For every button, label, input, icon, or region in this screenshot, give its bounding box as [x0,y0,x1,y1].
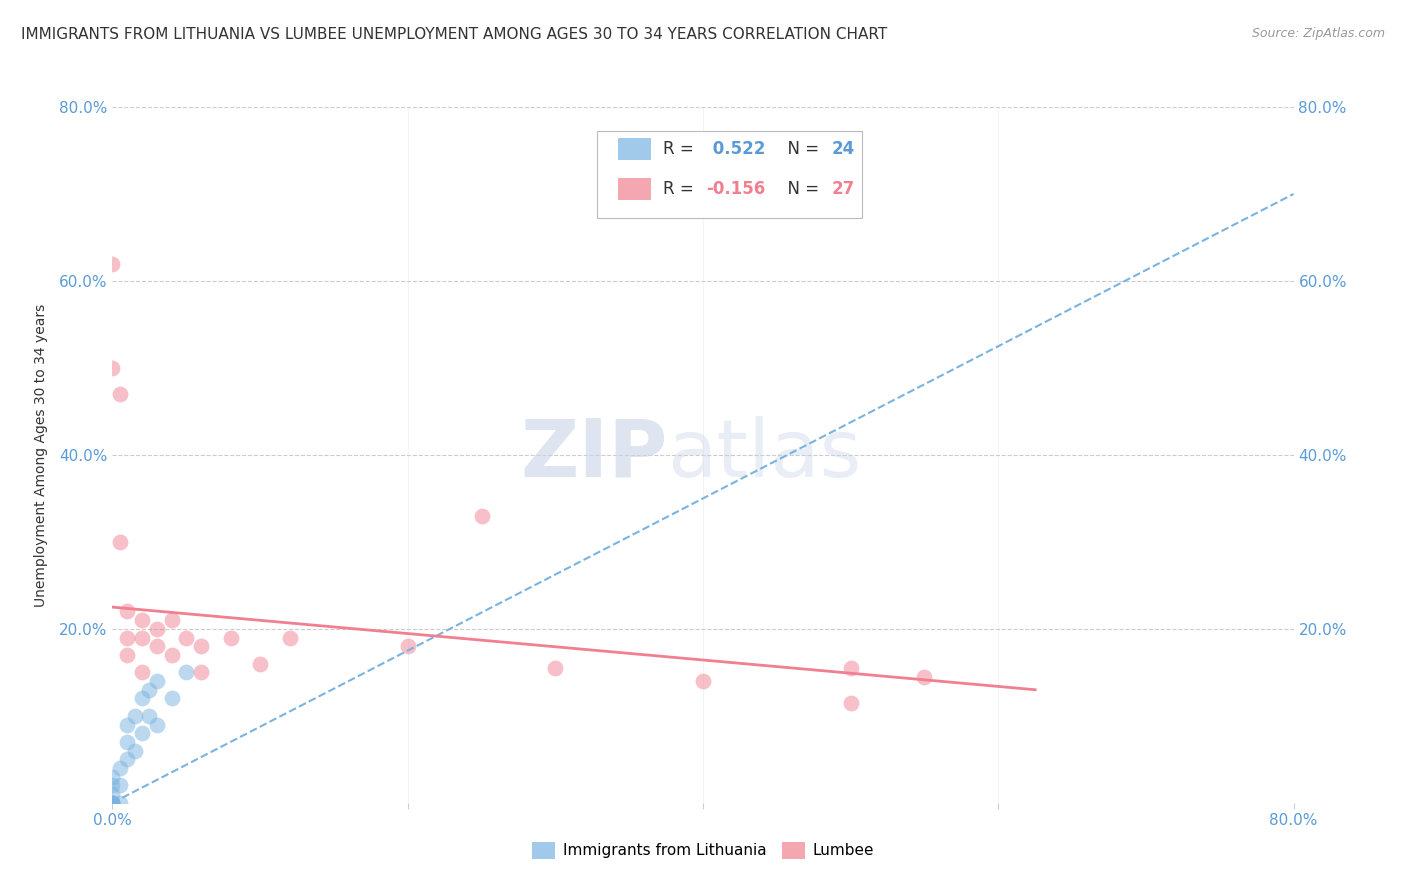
Point [160,648,183,662]
Point [839,661,862,675]
Point [219,631,242,645]
Point [914,670,936,684]
Point [101,787,124,801]
FancyBboxPatch shape [619,138,651,161]
FancyBboxPatch shape [596,131,862,219]
Point [124,708,146,723]
Point [101,796,124,810]
Point [146,639,169,653]
Point [146,622,169,636]
Point [117,648,138,662]
Point [544,661,567,675]
Point [249,657,271,671]
Point [396,639,419,653]
Point [131,613,153,627]
Text: Source: ZipAtlas.com: Source: ZipAtlas.com [1251,27,1385,40]
Point [146,717,169,731]
Point [101,796,124,810]
Point [131,726,153,740]
Point [101,778,124,792]
Point [108,761,131,775]
Point [101,796,124,810]
Point [470,508,494,523]
Point [278,631,301,645]
Point [131,631,153,645]
Point [174,665,197,680]
Point [131,665,153,680]
Text: -0.156: -0.156 [707,180,766,198]
Point [101,796,124,810]
Point [117,752,138,766]
Point [108,796,131,810]
Point [160,691,183,706]
Point [108,778,131,792]
Point [101,770,124,784]
Point [190,665,212,680]
Legend: Immigrants from Lithuania, Lumbee: Immigrants from Lithuania, Lumbee [526,836,880,864]
Point [124,744,146,758]
Text: N =: N = [778,140,825,159]
Point [117,735,138,749]
Point [108,534,131,549]
Point [138,708,160,723]
Point [174,631,197,645]
Point [692,674,714,689]
Text: R =: R = [662,140,699,159]
Point [146,674,169,689]
Y-axis label: Unemployment Among Ages 30 to 34 years: Unemployment Among Ages 30 to 34 years [34,303,48,607]
Text: N =: N = [778,180,825,198]
Point [101,360,124,375]
Point [108,387,131,401]
Text: atlas: atlas [668,416,862,494]
Point [160,613,183,627]
FancyBboxPatch shape [619,178,651,201]
Point [117,631,138,645]
Point [117,717,138,731]
Point [131,691,153,706]
Text: 27: 27 [832,180,855,198]
Point [839,696,862,710]
Text: R =: R = [662,180,699,198]
Text: IMMIGRANTS FROM LITHUANIA VS LUMBEE UNEMPLOYMENT AMONG AGES 30 TO 34 YEARS CORRE: IMMIGRANTS FROM LITHUANIA VS LUMBEE UNEM… [21,27,887,42]
Text: ZIP: ZIP [520,416,668,494]
Point [101,256,124,270]
Point [138,682,160,697]
Point [101,796,124,810]
Point [190,639,212,653]
Text: 0.522: 0.522 [707,140,765,159]
Text: 24: 24 [832,140,855,159]
Point [117,605,138,619]
